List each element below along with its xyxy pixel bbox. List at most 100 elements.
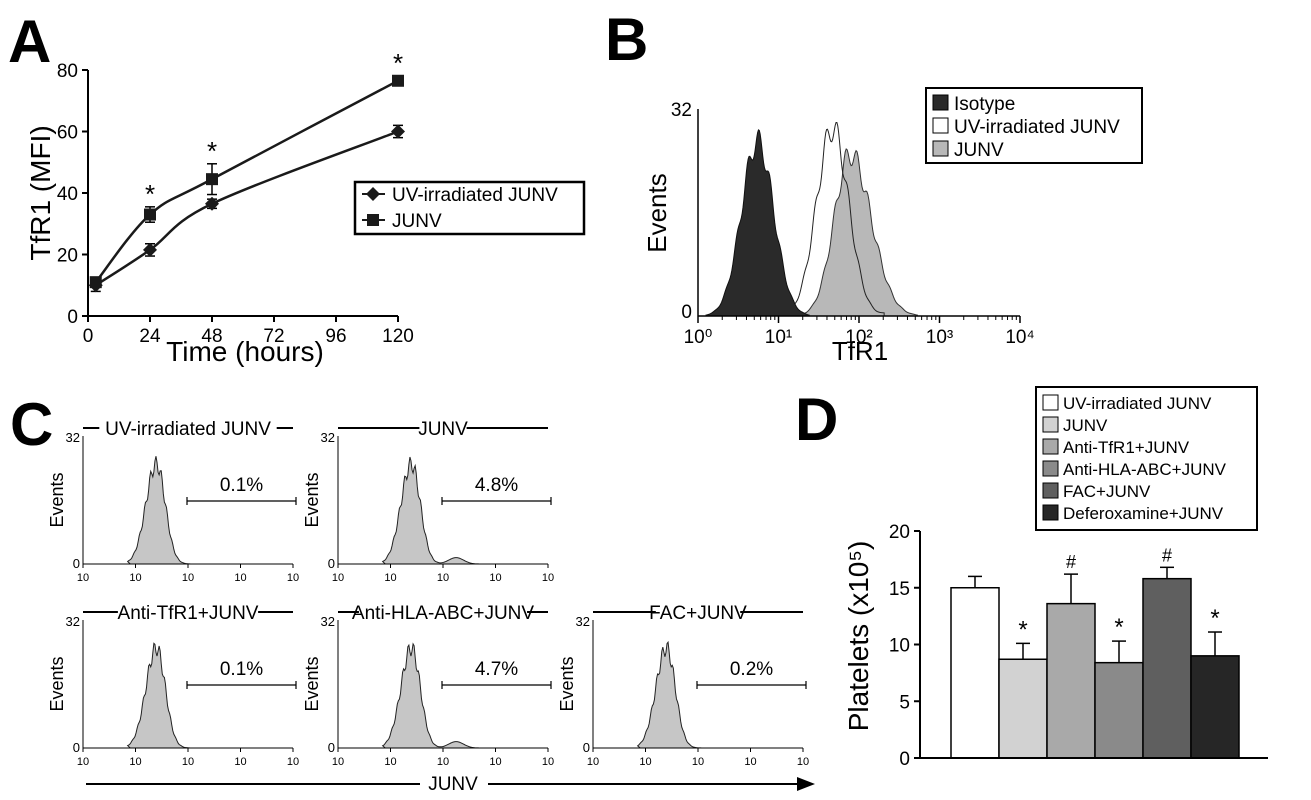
significance-star: * (145, 179, 155, 209)
y-tick-label: 20 (889, 522, 910, 543)
legend-label: Anti-TfR1+JUNV (1063, 438, 1190, 457)
histogram-junv (798, 148, 918, 317)
histogram-title: UV-irradiated JUNV (105, 419, 271, 440)
x-tick-label: 10 (384, 756, 396, 768)
legend-swatch (932, 140, 949, 157)
x-tick-label: 10 (332, 572, 344, 584)
histogram-uv-irradiated-junv (780, 121, 885, 317)
x-tick-label: 120 (382, 326, 414, 347)
legend-label: JUNV (954, 140, 1004, 161)
panel-letter-a: A (8, 8, 51, 75)
x-tick-label: 10 (77, 572, 89, 584)
y-axis-label: TfR1 (MFI) (25, 125, 56, 260)
histogram-area (381, 456, 499, 565)
legend-label: JUNV (392, 211, 442, 232)
legend-box (1035, 386, 1258, 531)
y-tick-label: 0 (583, 740, 590, 755)
x-tick-label: 10 (437, 756, 449, 768)
x-tick-label: 10 (542, 756, 554, 768)
y-axis-label: Events (47, 472, 67, 527)
y-tick-label: 0 (73, 556, 80, 571)
legend-label: JUNV (1063, 416, 1108, 435)
panel-letter-d: D (795, 386, 838, 453)
data-point-diamond (391, 124, 405, 139)
data-point-square (392, 74, 404, 87)
gate-percent: 0.1% (220, 475, 263, 496)
y-tick-label: 0 (328, 556, 335, 571)
x-tick-label: 10 (332, 756, 344, 768)
x-tick-label: 10 (797, 756, 809, 768)
x-tick-label: 10 (489, 756, 501, 768)
x-tick-label: 10³ (926, 327, 953, 348)
x-tick-label: 10 (234, 756, 246, 768)
legend-swatch (1042, 416, 1059, 433)
panel-a-line-chart: 0 20 40 60 80 0 24 48 72 96 120 Time (hours) TfR1 (M… (25, 48, 586, 367)
legend-box (353, 180, 586, 236)
y-tick-label: 40 (57, 184, 78, 205)
y-tick-label: 80 (57, 61, 78, 82)
y-tick-label: 0 (328, 740, 335, 755)
histogram-title: Anti-TfR1+JUNV (118, 603, 259, 624)
x-tick-label: 10 (639, 756, 651, 768)
y-tick-label: 32 (66, 430, 80, 445)
y-tick-label: 32 (576, 614, 590, 629)
y-tick-label: 32 (671, 100, 692, 121)
y-tick-label: 32 (66, 614, 80, 629)
gate-percent: 4.7% (475, 659, 518, 680)
junv-label-backdrop (420, 768, 488, 794)
bar-1 (998, 658, 1048, 759)
x-axis-label: Time (hours) (166, 336, 324, 367)
x-tick-label: 10 (182, 572, 194, 584)
y-axis-label: Events (557, 656, 577, 711)
title-backdrop (655, 600, 741, 624)
legend-swatch (932, 117, 949, 134)
data-point-square (206, 173, 218, 186)
legend-swatch (1042, 460, 1059, 477)
data-point-square (89, 276, 102, 289)
gate-percent: 0.2% (730, 659, 773, 680)
x-tick-label: 0 (83, 326, 94, 347)
x-tick-label: 10 (129, 572, 141, 584)
panel-b-histogram: 32 0 10⁰ 10¹ 10² 10³ 10⁴ TfR1 Events IsotypeUV-ir… (642, 87, 1143, 366)
x-tick-label: 10⁴ (1005, 327, 1034, 348)
series-line-1 (94, 79, 399, 283)
legend-label: UV-irradiated JUNV (954, 117, 1120, 138)
significance-mark: # (1162, 545, 1172, 565)
junv-arrow-label: JUNV (428, 774, 478, 795)
gate-percent: 0.1% (220, 659, 263, 680)
y-tick-label: 5 (899, 692, 910, 713)
legend-label: Deferoxamine+JUNV (1063, 504, 1224, 523)
panel-letter-b: B (605, 6, 648, 73)
title-backdrop (117, 600, 259, 624)
y-tick-label: 32 (321, 430, 335, 445)
histogram-title: JUNV (418, 419, 468, 440)
panel-letter-c: C (10, 391, 53, 458)
x-tick-label: 10 (182, 756, 194, 768)
x-tick-label: 10² (845, 327, 872, 348)
legend-label: Anti-HLA-ABC+JUNV (1063, 460, 1227, 479)
bar-4 (1142, 577, 1192, 759)
legend-box (925, 87, 1143, 164)
legend-swatch (932, 94, 949, 111)
histogram-title: FAC+JUNV (649, 603, 747, 624)
x-tick-label: 10 (692, 756, 704, 768)
title-backdrop (419, 416, 467, 440)
y-tick-label: 20 (57, 246, 78, 267)
x-tick-label: 72 (263, 326, 284, 347)
legend-label: UV-irradiated JUNV (1063, 394, 1212, 413)
x-tick-label: 10 (744, 756, 756, 768)
x-tick-label: 10 (129, 756, 141, 768)
y-axis-label: Events (302, 472, 322, 527)
x-tick-label: 10 (287, 572, 299, 584)
junv-arrow-head (797, 777, 815, 791)
y-axis-label: Events (642, 173, 672, 253)
legend-swatch (1042, 438, 1059, 455)
bar-3 (1094, 661, 1144, 759)
title-backdrop (99, 416, 277, 440)
panel-d-bar-chart: * # * # * 0 5 10 15 20 Platelets (x10⁵) UV-irradiat… (843, 386, 1268, 770)
x-tick-label: 10 (234, 572, 246, 584)
significance-mark: * (1114, 614, 1123, 641)
x-tick-label: 48 (201, 326, 222, 347)
legend-label: Isotype (954, 94, 1015, 115)
